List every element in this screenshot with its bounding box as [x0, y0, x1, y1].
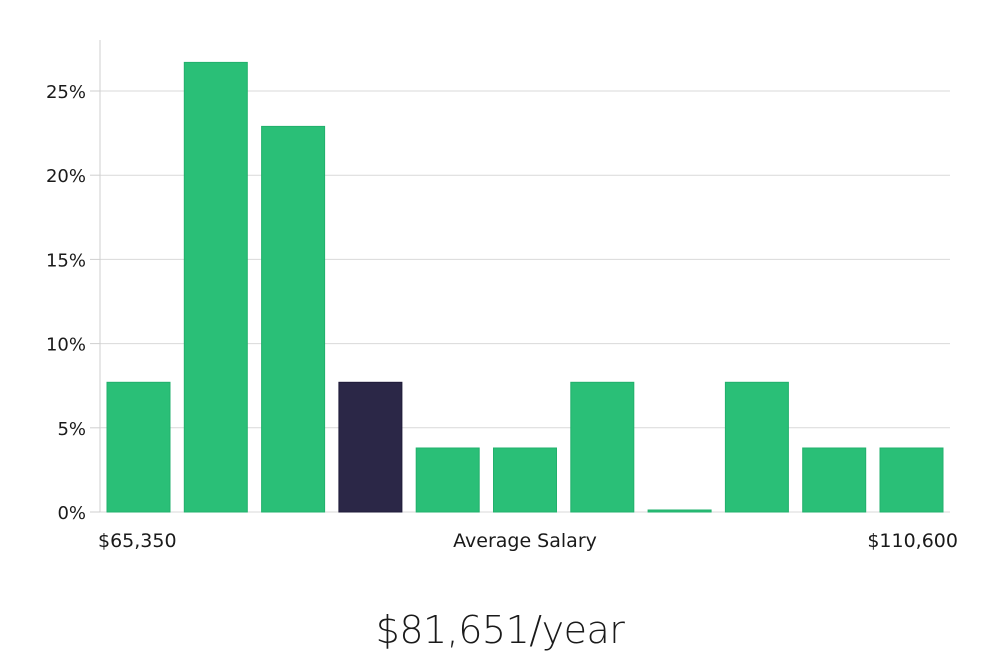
bar [415, 447, 480, 513]
y-tick-label: 5% [57, 419, 86, 440]
x-min-label: $65,350 [98, 530, 177, 552]
x-axis-title: Average Salary [453, 530, 597, 552]
bar [493, 447, 557, 513]
x-max-label: $110,600 [867, 530, 958, 552]
bar [879, 447, 944, 513]
bar [183, 61, 248, 513]
bar [802, 447, 867, 513]
bars [106, 61, 944, 513]
bar [647, 509, 712, 513]
average-salary-value: $81,651/year [375, 608, 625, 652]
bar [261, 125, 326, 513]
bar-highlighted-average [338, 381, 403, 513]
y-tick-label: 0% [57, 503, 86, 524]
y-tick-label: 15% [46, 250, 86, 271]
bar [106, 381, 171, 513]
y-tick-label: 25% [46, 82, 86, 103]
bar [724, 381, 789, 513]
y-axis-ticks: 0% 5% 10% 15% 20% 25% [46, 82, 100, 524]
y-tick-label: 20% [46, 166, 86, 187]
bar [570, 381, 635, 513]
y-tick-label: 10% [46, 335, 86, 356]
